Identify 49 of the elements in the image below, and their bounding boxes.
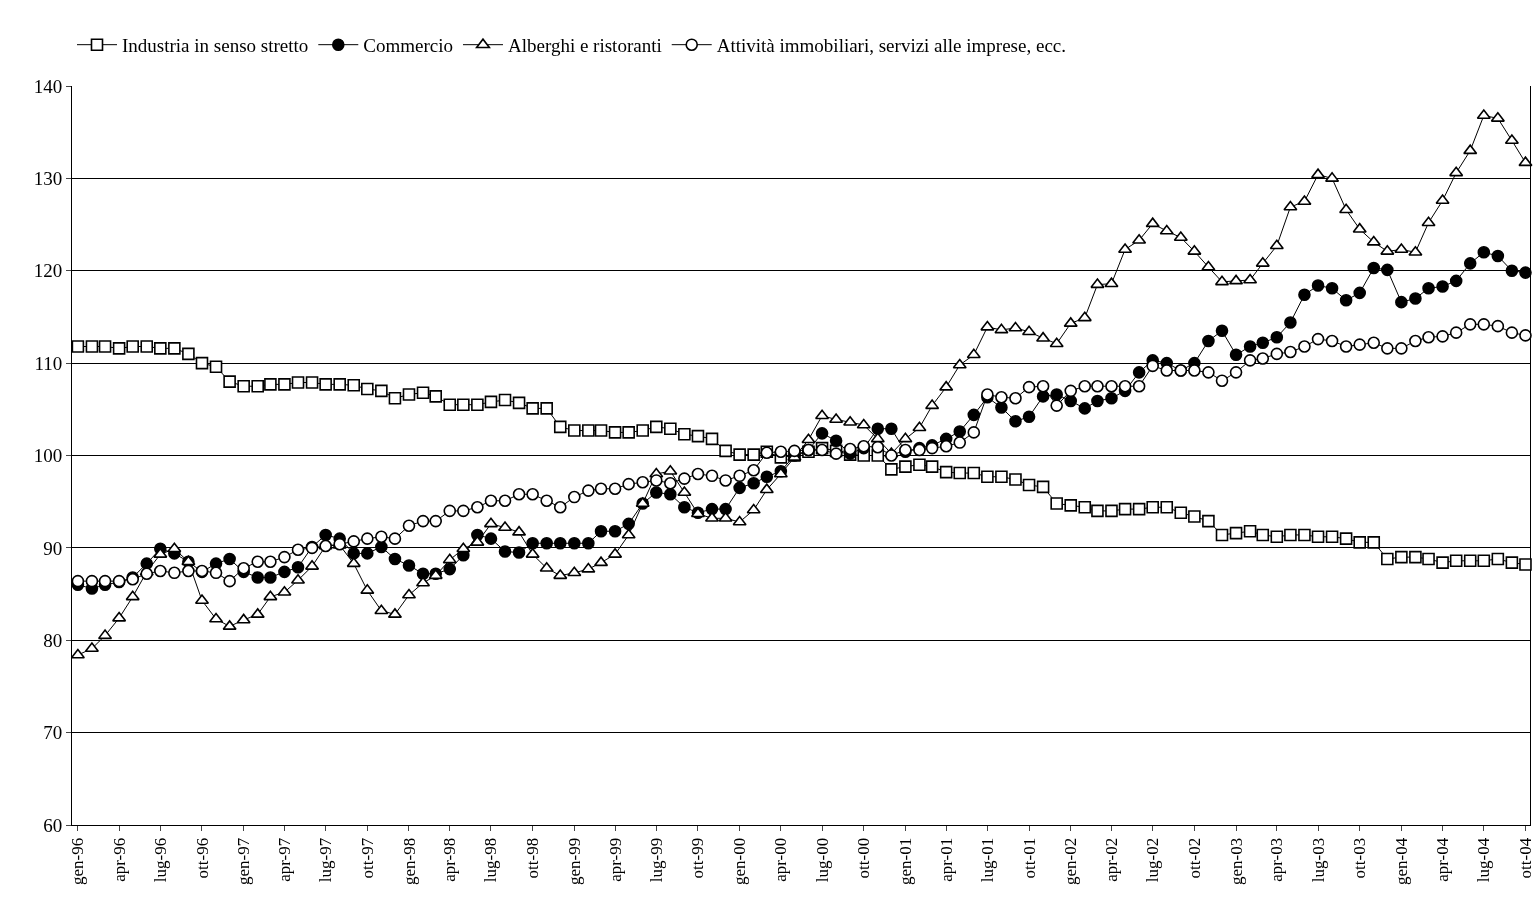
x-tick-label: apr-99	[605, 837, 625, 882]
x-tick-label: apr-03	[1267, 837, 1287, 882]
x-tick-label: apr-00	[771, 837, 791, 882]
y-tick-label: 120	[33, 260, 63, 282]
x-tick-label: apr-02	[1102, 837, 1122, 882]
x-tick-label: ott-98	[523, 837, 543, 879]
x-tick-label: lug-97	[316, 837, 336, 883]
x-tick-label: gen-00	[730, 837, 750, 886]
x-tick-label: gen-99	[564, 837, 584, 886]
x-tick-label: ott-03	[1350, 837, 1370, 879]
y-tick-label: 110	[34, 352, 63, 374]
y-tick-label: 60	[43, 814, 63, 836]
legend-label: Attività immobiliari, servizi alle imprese, ecc.	[716, 35, 1066, 57]
y-tick-label: 140	[33, 75, 63, 97]
x-tick-label: gen-97	[234, 837, 254, 886]
y-tick-label: 130	[33, 168, 63, 190]
x-tick-label: ott-96	[192, 837, 212, 879]
x-tick-label: gen-98	[399, 837, 419, 886]
x-tick-label: gen-01	[895, 837, 915, 886]
x-tick-label: ott-97	[357, 837, 377, 879]
x-tick-label: apr-97	[274, 837, 294, 882]
x-tick-label: lug-04	[1474, 837, 1494, 883]
x-tick-label: gen-04	[1391, 837, 1411, 886]
x-tick-label: lug-00	[812, 837, 832, 883]
legend-label: Industria in senso stretto	[122, 35, 309, 57]
y-tick-label: 80	[43, 629, 63, 651]
x-tick-label: lug-99	[646, 837, 666, 883]
x-tick-label: apr-04	[1433, 837, 1453, 882]
legend-label: Commercio	[363, 35, 453, 57]
x-tick-label: apr-01	[936, 837, 956, 882]
x-tick-label: lug-01	[977, 837, 997, 883]
x-tick-label: lug-02	[1143, 837, 1163, 883]
x-tick-label: ott-00	[854, 837, 874, 879]
x-tick-label: lug-03	[1308, 837, 1328, 883]
y-tick-label: 90	[43, 537, 63, 559]
y-tick-label: 70	[43, 722, 63, 744]
x-tick-label: ott-04	[1515, 837, 1535, 879]
x-tick-label: gen-03	[1226, 837, 1246, 886]
x-tick-label: apr-98	[440, 837, 460, 882]
x-tick-label: lug-98	[481, 837, 501, 883]
x-tick-label: apr-96	[109, 837, 129, 882]
y-tick-label: 100	[33, 445, 63, 467]
x-tick-label: gen-02	[1061, 837, 1081, 886]
legend-label: Alberghi e ristoranti	[507, 35, 662, 57]
x-tick-label: gen-96	[68, 837, 88, 886]
x-tick-label: lug-96	[150, 837, 170, 883]
x-tick-label: ott-01	[1019, 837, 1039, 879]
x-tick-label: ott-99	[688, 837, 708, 879]
x-tick-label: ott-02	[1184, 837, 1204, 879]
